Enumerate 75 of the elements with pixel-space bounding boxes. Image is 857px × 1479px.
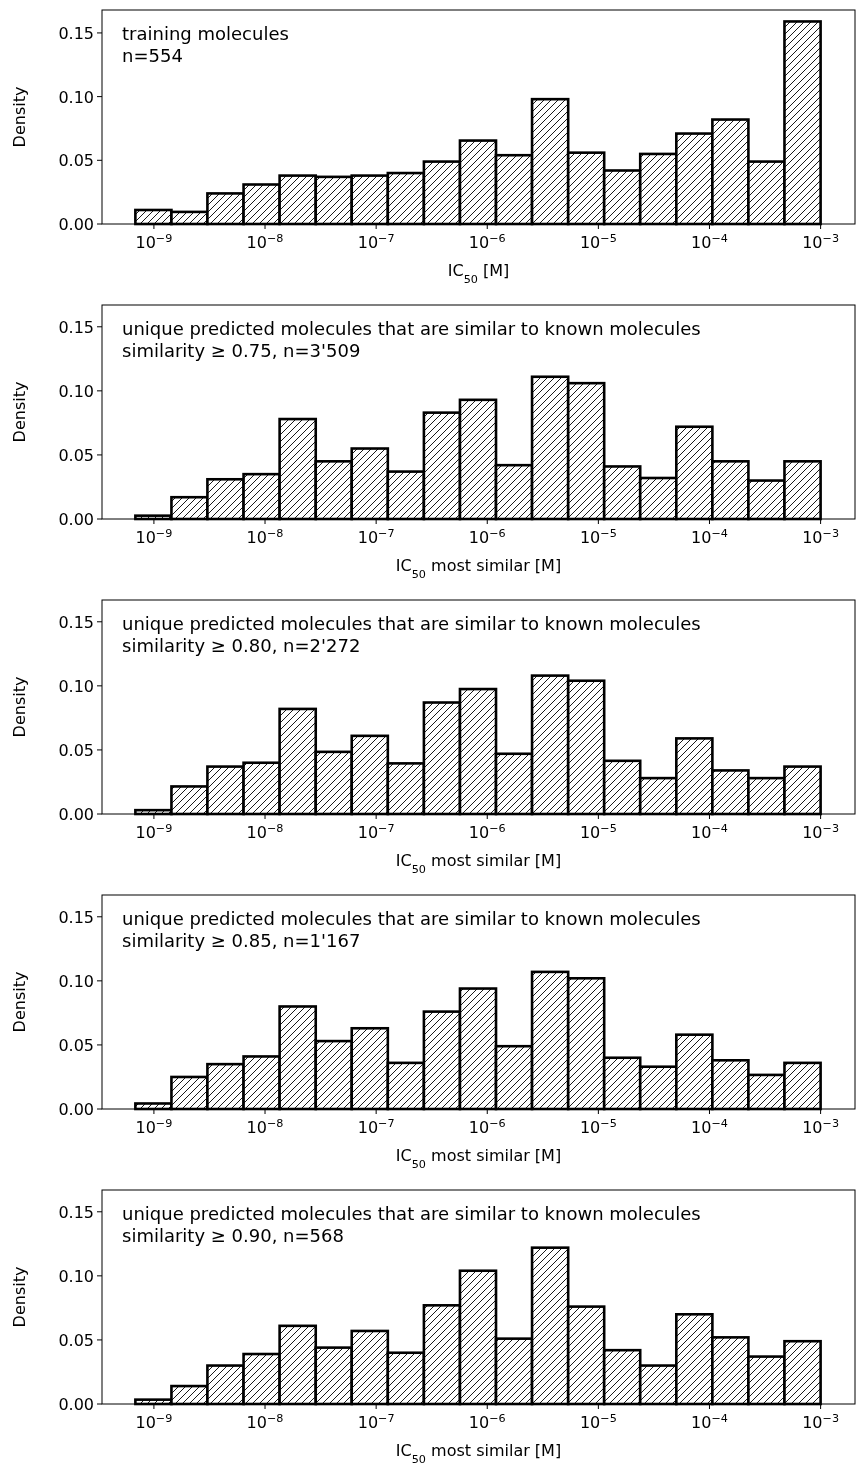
y-axis-title: Density — [10, 971, 29, 1033]
x-tick-label: 10$^{−8}$ — [246, 821, 284, 842]
y-tick-label: 0.15 — [58, 23, 94, 43]
y-tick-label: 0.05 — [58, 445, 94, 465]
x-tick-label: 10$^{−3}$ — [802, 231, 840, 252]
y-tick-label: 0.00 — [58, 215, 94, 234]
y-tick-label: 0.05 — [58, 1035, 94, 1055]
y-tick-label: 0.05 — [58, 740, 94, 760]
y-axis-title: Density — [10, 381, 29, 443]
x-tick-label: 10$^{−7}$ — [357, 231, 395, 252]
x-axis-title: IC$_{50}$ most similar [M] — [395, 1146, 562, 1171]
x-tick-label: 10$^{−5}$ — [579, 821, 617, 842]
x-tick-label: 10$^{−9}$ — [135, 1116, 173, 1137]
x-tick-label: 10$^{−5}$ — [579, 1116, 617, 1137]
y-tick-label: 0.10 — [58, 971, 94, 991]
x-axis-title: IC$_{50}$ [M] — [447, 261, 510, 286]
y-tick-label: 0.10 — [58, 1266, 94, 1286]
x-tick-label: 10$^{−3}$ — [802, 526, 840, 547]
y-tick-label: 0.10 — [58, 676, 94, 696]
annotation: similarity ≥ 0.75, n=3'509 — [122, 340, 361, 361]
y-tick-label: 0.05 — [58, 1330, 94, 1350]
x-tick-label: 10$^{−5}$ — [579, 231, 617, 252]
x-tick-label: 10$^{−8}$ — [246, 1116, 284, 1137]
x-tick-label: 10$^{−8}$ — [246, 1411, 284, 1432]
annotation: training molecules — [122, 23, 289, 44]
y-tick-label: 0.00 — [58, 1100, 94, 1119]
annotation: unique predicted molecules that are similar to known molecules — [122, 1203, 701, 1224]
x-tick-label: 10$^{−4}$ — [691, 821, 728, 842]
annotation: similarity ≥ 0.80, n=2'272 — [122, 635, 361, 656]
y-tick-label: 0.10 — [58, 381, 94, 401]
annotation: similarity ≥ 0.85, n=1'167 — [122, 930, 361, 951]
y-tick-label: 0.00 — [58, 1395, 94, 1414]
y-axis-title: Density — [10, 676, 29, 738]
y-axis-title: Density — [10, 86, 29, 148]
annotation: unique predicted molecules that are similar to known molecules — [122, 613, 701, 634]
x-tick-label: 10$^{−9}$ — [135, 1411, 173, 1432]
annotation: n=554 — [122, 45, 183, 66]
y-axis-title: Density — [10, 1266, 29, 1328]
x-tick-label: 10$^{−6}$ — [468, 1116, 506, 1137]
x-tick-label: 10$^{−7}$ — [357, 1116, 395, 1137]
annotation: similarity ≥ 0.90, n=568 — [122, 1225, 344, 1246]
x-tick-label: 10$^{−3}$ — [802, 1116, 840, 1137]
x-tick-label: 10$^{−7}$ — [357, 1411, 395, 1432]
x-tick-label: 10$^{−6}$ — [468, 231, 506, 252]
x-tick-label: 10$^{−8}$ — [246, 526, 284, 547]
x-tick-label: 10$^{−8}$ — [246, 231, 284, 252]
x-tick-label: 10$^{−6}$ — [468, 526, 506, 547]
y-tick-label: 0.10 — [58, 87, 94, 107]
annotation: unique predicted molecules that are similar to known molecules — [122, 908, 701, 929]
x-tick-label: 10$^{−5}$ — [579, 526, 617, 547]
x-tick-label: 10$^{−5}$ — [579, 1411, 617, 1432]
x-axis-title: IC$_{50}$ most similar [M] — [395, 851, 562, 876]
x-axis-title: IC$_{50}$ most similar [M] — [395, 556, 562, 581]
annotation: unique predicted molecules that are similar to known molecules — [122, 318, 701, 339]
y-tick-label: 0.15 — [58, 317, 94, 337]
x-axis-title: IC$_{50}$ most similar [M] — [395, 1441, 562, 1466]
y-tick-label: 0.15 — [58, 1202, 94, 1222]
y-tick-label: 0.15 — [58, 612, 94, 632]
x-tick-label: 10$^{−6}$ — [468, 1411, 506, 1432]
x-tick-label: 10$^{−7}$ — [357, 821, 395, 842]
x-tick-label: 10$^{−4}$ — [691, 231, 728, 252]
y-tick-label: 0.15 — [58, 907, 94, 927]
x-tick-label: 10$^{−4}$ — [691, 1116, 728, 1137]
y-tick-label: 0.00 — [58, 510, 94, 529]
x-tick-label: 10$^{−7}$ — [357, 526, 395, 547]
x-tick-label: 10$^{−4}$ — [691, 526, 728, 547]
x-tick-label: 10$^{−9}$ — [135, 231, 173, 252]
y-tick-label: 0.05 — [58, 151, 94, 171]
x-tick-label: 10$^{−9}$ — [135, 526, 173, 547]
x-tick-label: 10$^{−9}$ — [135, 821, 173, 842]
y-tick-label: 0.00 — [58, 805, 94, 824]
x-tick-label: 10$^{−4}$ — [691, 1411, 728, 1432]
x-tick-label: 10$^{−3}$ — [802, 821, 840, 842]
x-tick-label: 10$^{−6}$ — [468, 821, 506, 842]
x-tick-label: 10$^{−3}$ — [802, 1411, 840, 1432]
